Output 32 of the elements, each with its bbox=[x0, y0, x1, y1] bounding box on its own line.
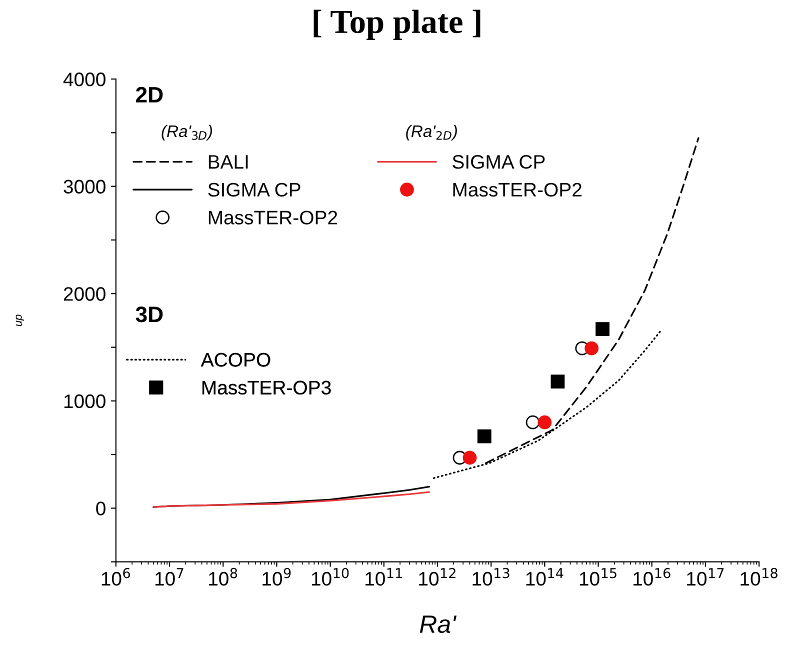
x-tick-label: 10$^{11}$ bbox=[366, 568, 402, 586]
y-axis-title: up bbox=[16, 314, 24, 326]
y-tick-label: 0 bbox=[96, 502, 106, 516]
y-tick-label: 3000 bbox=[64, 180, 106, 194]
x-tick-label: 10$^{9}$ bbox=[262, 568, 291, 586]
legend-label: ACOPO bbox=[200, 352, 270, 367]
annotation: 2D bbox=[136, 86, 163, 102]
x-axis-title: Ra' bbox=[420, 616, 457, 634]
annotation: 3D bbox=[136, 306, 163, 322]
x-tick-label: 10$^{17}$ bbox=[687, 568, 724, 586]
x-tick-label: 10$^{7}$ bbox=[155, 568, 184, 586]
x-tick-label: 10$^{10}$ bbox=[312, 568, 349, 586]
x-tick-label: 10$^{13}$ bbox=[472, 568, 510, 586]
x-tick-label: 10$^{8}$ bbox=[209, 568, 238, 586]
x-tick-label: 10$^{18}$ bbox=[740, 568, 778, 586]
x-tick-label: 10$^{14}$ bbox=[526, 568, 564, 586]
x-tick-label: 10$^{12}$ bbox=[419, 568, 456, 586]
annotation: (Ra'$_{2D}$) bbox=[406, 124, 457, 140]
x-tick-label: 10$^{6}$ bbox=[102, 568, 130, 586]
legend-label: MassTER-OP2 bbox=[208, 210, 338, 224]
x-tick-label: 10$^{15}$ bbox=[580, 568, 616, 586]
annotation: (Ra'$_{3D}$) bbox=[162, 124, 212, 140]
legend-label: SIGMA CP bbox=[208, 182, 300, 197]
legend-label: BALI bbox=[208, 155, 248, 169]
y-tick-label: 1000 bbox=[64, 394, 106, 408]
y-tick-label: 4000 bbox=[63, 72, 106, 86]
legend-label: MassTER-OP2 bbox=[453, 182, 582, 197]
x-tick-label: 10$^{16}$ bbox=[634, 568, 670, 586]
legend-label: SIGMA CP bbox=[452, 155, 545, 169]
y-tick-label: 2000 bbox=[64, 287, 106, 301]
legend-label: MassTER-OP3 bbox=[202, 380, 331, 395]
chart-title: [ Top plate ] bbox=[314, 10, 480, 40]
